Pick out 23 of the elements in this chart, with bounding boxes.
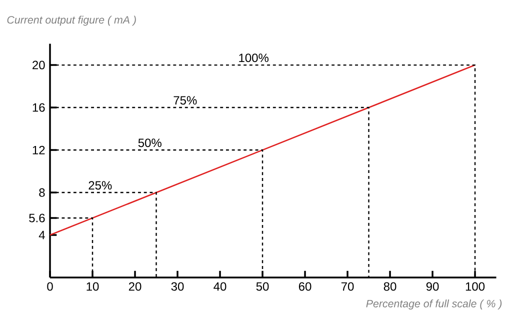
x-tick-label: 60 xyxy=(298,282,312,291)
x-tick-label: 40 xyxy=(214,282,226,291)
y-axis-title: Current output figure ( mA ) xyxy=(7,16,136,26)
x-tick-label: 10 xyxy=(86,282,99,291)
annotation: 25% xyxy=(88,181,112,190)
x-tick-label: 50 xyxy=(256,282,269,291)
annotation: 100% xyxy=(239,54,269,62)
y-tick-label: 5.6 xyxy=(29,214,45,222)
x-tick-label: 100 xyxy=(466,282,485,291)
y-tick-label: 16 xyxy=(32,103,45,112)
annotation: 50% xyxy=(138,138,162,148)
y-tick-label: 20 xyxy=(32,60,45,70)
y-tick-label: 4 xyxy=(38,230,45,240)
y-tick-label: 8 xyxy=(39,188,45,197)
x-tick-label: 70 xyxy=(341,282,354,291)
x-tick-label: 0 xyxy=(47,282,53,291)
annotation: 75% xyxy=(174,96,197,105)
x-tick-label: 90 xyxy=(426,282,439,291)
y-tick-label: 12 xyxy=(32,146,45,154)
x-axis-title: Percentage of full scale ( % ) xyxy=(366,300,502,310)
x-tick-label: 80 xyxy=(384,282,396,291)
x-tick-label: 30 xyxy=(171,282,184,291)
x-tick-label: 20 xyxy=(128,282,142,291)
